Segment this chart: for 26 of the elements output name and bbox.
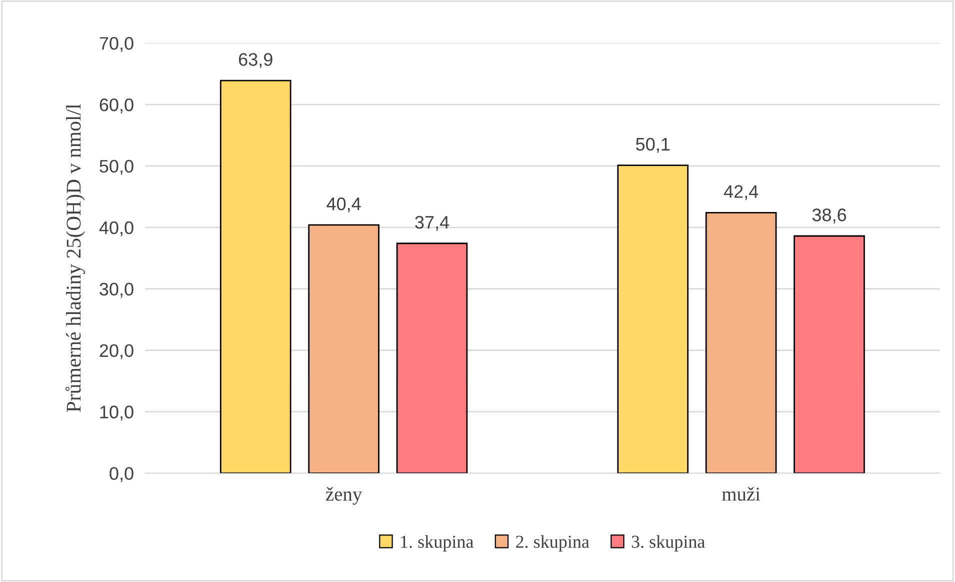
y-tick-label: 30,0	[100, 282, 134, 298]
data-label: 42,4	[724, 185, 758, 200]
x-tick-label: ženy	[326, 487, 362, 505]
y-axis-title: Průmerné hladiny 25(OH)D v nmol/l	[65, 104, 86, 412]
x-tick-label: muži	[722, 487, 760, 501]
bar	[705, 212, 777, 474]
data-label: 50,1	[636, 138, 670, 153]
legend-label: 2. skupina	[516, 535, 590, 552]
y-tick-label: 20,0	[100, 344, 134, 360]
bar	[308, 224, 380, 474]
y-tick-label: 70,0	[100, 37, 134, 52]
legend-label: 3. skupina	[632, 535, 705, 552]
y-tick-label: 0,0	[110, 467, 134, 482]
y-tick-label: 10,0	[100, 406, 134, 421]
bar	[396, 242, 468, 474]
legend-label: 1. skupina	[401, 535, 474, 552]
bar	[617, 164, 689, 474]
bar	[794, 235, 865, 474]
bar	[220, 80, 292, 474]
y-tick-label: 50,0	[100, 160, 134, 175]
data-label: 37,4	[415, 216, 450, 231]
y-tick-label: 40,0	[99, 221, 134, 236]
data-label: 38,6	[812, 208, 846, 224]
data-label: 63,9	[238, 53, 272, 68]
y-tick-label: 60,0	[100, 98, 134, 114]
data-label: 40,4	[326, 197, 361, 212]
